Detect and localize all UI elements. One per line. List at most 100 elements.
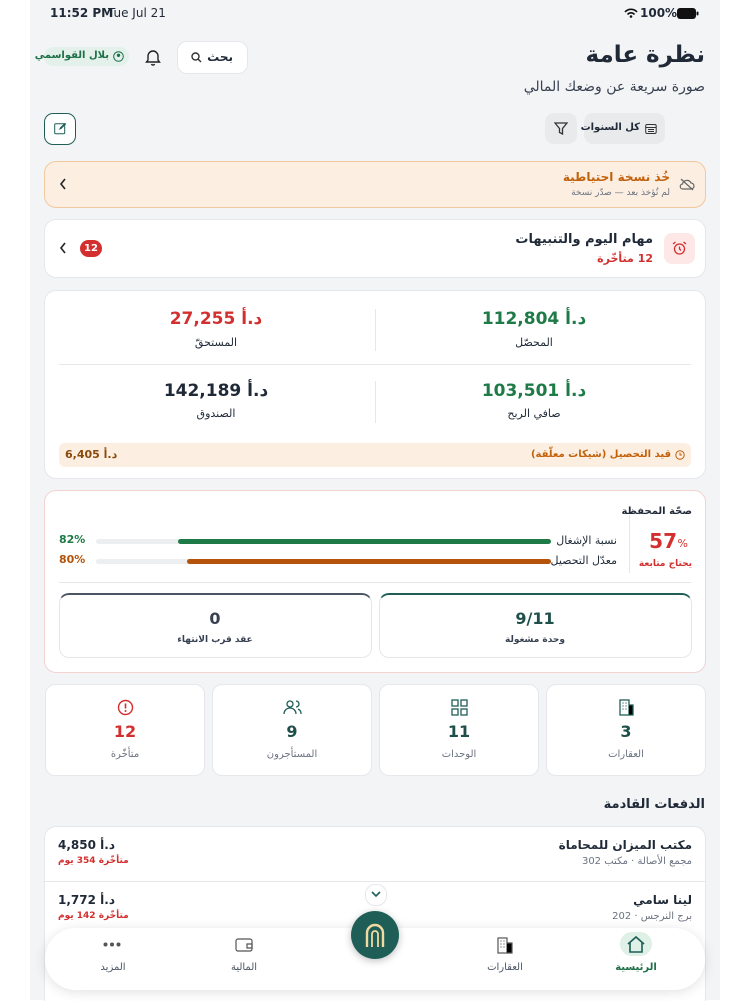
tasks-title: مهام اليوم والتنبيهات	[515, 232, 653, 247]
pending-label: قيد التحصيل (شيكات معلّقة)	[530, 449, 671, 460]
pending-bar: قيد التحصيل (شيكات معلّقة) 6,405 د.أ	[59, 443, 691, 467]
wifi-icon	[624, 8, 638, 18]
stat-value: 11	[447, 722, 471, 741]
payment-name: لينا سامي	[633, 893, 692, 907]
battery-icon	[677, 8, 699, 19]
divider	[375, 309, 376, 351]
health-card: صحّة المحفظة 57 % يحتاج متابعة نسبة الإش…	[44, 490, 706, 673]
occupied-value: 9/11	[515, 609, 555, 628]
bar-track	[96, 539, 551, 544]
chevron-icon	[59, 178, 66, 190]
stat-card: 3 العقارات	[546, 684, 706, 776]
stat-icon	[117, 699, 134, 716]
years-filter[interactable]: كل السنوات	[580, 113, 665, 144]
stat-value: 12	[113, 722, 137, 741]
divider	[59, 364, 691, 365]
cloud-off-icon	[679, 178, 695, 191]
health-status: يحتاج متابعة	[638, 559, 692, 569]
bar-label: نسبة الإشغال	[556, 534, 617, 547]
battery: 100%	[640, 6, 678, 20]
stat-value: 9	[286, 722, 298, 741]
pending-value: 6,405 د.أ	[65, 448, 118, 461]
occupied-box: 9/11 وحدة مشغولة	[379, 593, 692, 658]
home-icon	[627, 935, 645, 953]
door-icon	[365, 923, 385, 947]
tasks-overdue: 12 متأخّرة	[597, 252, 653, 265]
stat-icon	[451, 699, 468, 716]
bar-value: 80%	[59, 553, 86, 566]
time: 11:52 PM	[50, 6, 114, 20]
stat-icon	[619, 699, 634, 716]
collected-label: المحصّل	[515, 336, 553, 349]
expiring-value: 0	[209, 609, 221, 628]
net-profit-value: 103,501 د.أ	[481, 381, 587, 401]
bar-fill	[187, 559, 551, 564]
payment-name: مكتب الميزان للمحاماة	[558, 838, 692, 852]
search-box[interactable]: بحث	[177, 41, 248, 74]
user-icon	[113, 51, 124, 62]
date: Tue Jul 21	[108, 6, 166, 20]
stat-card: 9 المستأجرون	[212, 684, 372, 776]
stat-label: المستأجرون	[266, 749, 318, 760]
occupied-label: وحدة مشغولة	[504, 635, 566, 645]
payment-location: برج النرجس · 202	[612, 911, 692, 922]
payment-amount: 4,850 د.أ	[58, 838, 115, 852]
calendar-icon	[645, 124, 657, 134]
backup-subtitle: لم تُؤخذ بعد — صدّر نسخة	[571, 188, 670, 198]
edit-button[interactable]	[44, 113, 76, 145]
search-label: بحث	[207, 50, 233, 64]
bar-label: معدّل التحصيل	[550, 554, 617, 567]
building-icon	[497, 937, 513, 954]
section-title: الدفعات القادمة	[603, 797, 705, 812]
payment-amount: 1,772 د.أ	[58, 893, 115, 907]
divider	[375, 381, 376, 423]
payment-location: مجمع الأصالة · مكتب 302	[581, 856, 692, 867]
chevron-icon	[59, 242, 66, 254]
user-chip[interactable]: بلال القواسمي	[35, 47, 129, 66]
payment-status: متأخّرة 354 يوم	[58, 856, 129, 866]
payment-status: متأخّرة 142 يوم	[58, 911, 129, 921]
due-value: 27,255 د.أ	[169, 309, 263, 329]
divider	[59, 582, 691, 583]
nav-label[interactable]: الرئيسية	[615, 962, 657, 973]
search-icon	[191, 52, 202, 63]
stat-label: الوحدات	[441, 749, 477, 760]
bar-value: 82%	[59, 533, 86, 546]
more-icon	[103, 942, 121, 947]
nav-label[interactable]: العقارات	[487, 962, 523, 973]
collected-value: 112,804 د.أ	[481, 309, 587, 329]
health-title: صحّة المحفظة	[621, 506, 692, 517]
fund-value: 142,189 د.أ	[163, 381, 269, 401]
net-profit-label: صافي الربح	[507, 407, 561, 420]
filter-button[interactable]	[545, 113, 577, 144]
expiring-box: 0 عقد قرب الانتهاء	[59, 593, 372, 658]
expiring-label: عقد قرب الانتهاء	[177, 635, 253, 645]
tasks-badge: 12	[80, 240, 102, 257]
user-name: بلال القواسمي	[34, 50, 109, 61]
backup-title: خُذ نسخة احتياطية	[562, 170, 670, 184]
filter-icon	[554, 122, 568, 135]
backup-banner[interactable]: خُذ نسخة احتياطية لم تُؤخذ بعد — صدّر نس…	[44, 161, 706, 208]
clock-icon	[675, 450, 685, 460]
alarm-icon-box	[664, 233, 695, 264]
scroll-button[interactable]	[365, 884, 387, 906]
years-label: كل السنوات	[580, 122, 640, 133]
center-action[interactable]	[351, 911, 399, 959]
divider	[45, 881, 705, 882]
nav-label[interactable]: المزيد	[100, 962, 126, 973]
stat-label: العقارات	[608, 749, 644, 760]
stat-card: 11 الوحدات	[379, 684, 539, 776]
tasks-card[interactable]: مهام اليوم والتنبيهات 12 متأخّرة 12	[44, 219, 706, 278]
bell-icon[interactable]	[145, 48, 161, 66]
nav-label[interactable]: المالية	[230, 962, 258, 973]
stat-value: 3	[620, 722, 632, 741]
stat-label: متأخّرة	[110, 749, 140, 760]
finance-card: 112,804 د.أ المحصّل 27,255 د.أ المستحقّ …	[44, 290, 706, 479]
fund-label: الصندوق	[196, 407, 236, 420]
health-score: 57	[649, 529, 677, 553]
wallet-icon	[235, 938, 253, 952]
page-subtitle: صورة سريعة عن وضعك المالي	[523, 79, 705, 95]
bar-fill	[177, 539, 551, 544]
